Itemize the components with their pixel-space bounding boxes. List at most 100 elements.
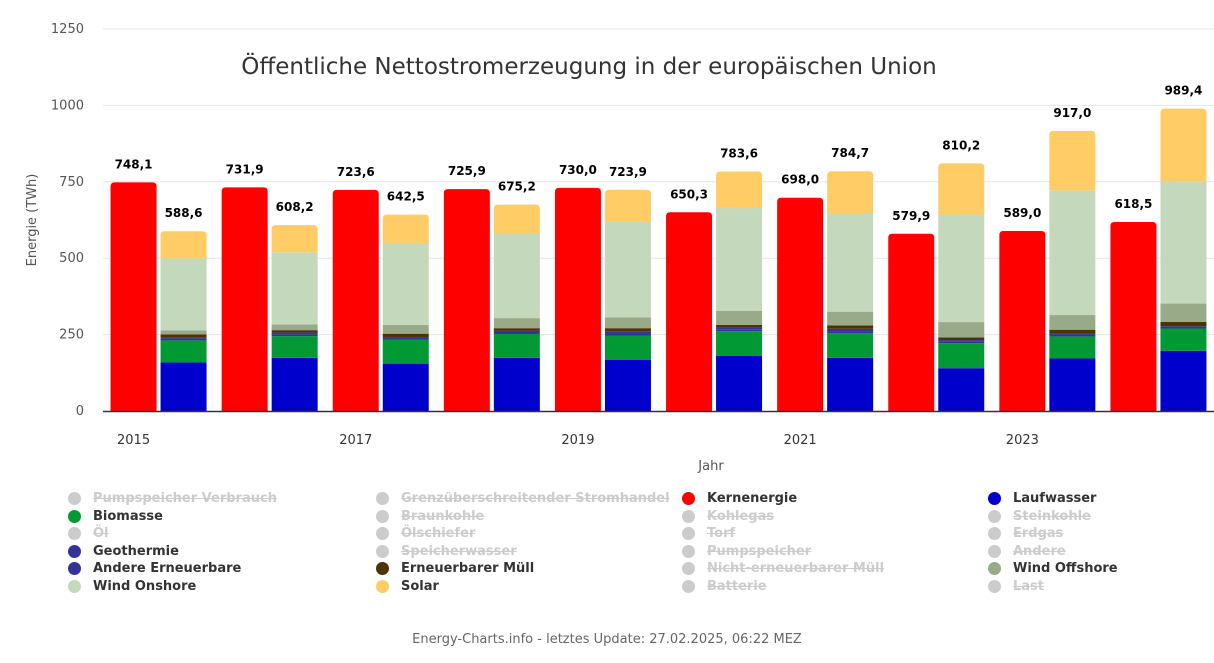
bar-segment-wind-onshore[interactable] <box>1160 181 1207 304</box>
bar-segment-erneuerbarer-m-ll[interactable] <box>1049 329 1096 334</box>
bar-segment-biomasse[interactable] <box>1049 336 1096 359</box>
legend-item-pumpspeicher-verbrauch[interactable]: Pumpspeicher Verbrauch <box>68 490 376 508</box>
bar-segment-geothermie[interactable] <box>716 329 763 332</box>
bar-segment-biomasse[interactable] <box>493 333 540 358</box>
bar-segment-kernenergie[interactable] <box>221 187 268 411</box>
legend-item-last[interactable]: Last <box>988 578 1208 596</box>
bar-segment-erneuerbarer-m-ll[interactable] <box>271 330 318 333</box>
bar-segment-solar[interactable] <box>1160 108 1207 182</box>
bar-segment-solar[interactable] <box>1049 130 1096 191</box>
bar-segment-wind-onshore[interactable] <box>827 212 874 312</box>
bar-segment-wind-offshore[interactable] <box>938 322 985 338</box>
bar-segment-laufwasser[interactable] <box>604 359 651 411</box>
bar-segment-andere-erneuerbare[interactable] <box>604 331 651 334</box>
legend-item-erdgas[interactable]: Erdgas <box>988 525 1208 543</box>
bar-segment-solar[interactable] <box>382 214 429 244</box>
bar-segment-erneuerbarer-m-ll[interactable] <box>1160 321 1207 327</box>
bar-segment-laufwasser[interactable] <box>160 362 207 411</box>
bar-segment-biomasse[interactable] <box>160 340 207 363</box>
bar-segment-geothermie[interactable] <box>604 333 651 336</box>
legend-item-steinkohle[interactable]: Steinkohle <box>988 508 1208 526</box>
legend-item-grenzüberschreitender-stromhandel[interactable]: Grenzüberschreitender Stromhandel <box>376 490 682 508</box>
bar-segment-geothermie[interactable] <box>1049 334 1096 337</box>
legend-item-erneuerbarer-müll[interactable]: Erneuerbarer Müll <box>376 560 682 578</box>
legend-item-ölschiefer[interactable]: Ölschiefer <box>376 525 682 543</box>
bar-segment-wind-offshore[interactable] <box>382 324 429 334</box>
bar-segment-wind-offshore[interactable] <box>604 317 651 329</box>
bar-segment-laufwasser[interactable] <box>493 357 540 411</box>
bar-segment-kernenergie[interactable] <box>332 189 379 411</box>
bar-segment-kernenergie[interactable] <box>666 212 713 411</box>
legend-item-torf[interactable]: Torf <box>682 525 988 543</box>
bar-segment-geothermie[interactable] <box>1160 326 1207 329</box>
bar-segment-wind-onshore[interactable] <box>716 208 763 311</box>
bar-segment-wind-offshore[interactable] <box>827 311 874 326</box>
bar-segment-erneuerbarer-m-ll[interactable] <box>160 334 207 338</box>
bar-segment-erneuerbarer-m-ll[interactable] <box>604 328 651 332</box>
bar-segment-andere-erneuerbare[interactable] <box>1049 333 1096 335</box>
legend-item-solar[interactable]: Solar <box>376 578 682 596</box>
bar-segment-wind-onshore[interactable] <box>938 214 985 323</box>
legend-item-biomasse[interactable]: Biomasse <box>68 508 376 526</box>
bar-segment-erneuerbarer-m-ll[interactable] <box>382 333 429 338</box>
bar-segment-wind-onshore[interactable] <box>1049 190 1096 316</box>
bar-segment-biomasse[interactable] <box>938 343 985 369</box>
bar-segment-biomasse[interactable] <box>604 335 651 360</box>
legend-item-nicht-erneuerbarer-müll[interactable]: Nicht-erneuerbarer Müll <box>682 560 988 578</box>
bar-segment-laufwasser[interactable] <box>1160 350 1207 411</box>
legend-item-andere[interactable]: Andere <box>988 543 1208 561</box>
bar-segment-kernenergie[interactable] <box>1110 221 1157 411</box>
bar-segment-geothermie[interactable] <box>493 332 540 334</box>
bar-segment-erneuerbarer-m-ll[interactable] <box>827 325 874 329</box>
legend-item-laufwasser[interactable]: Laufwasser <box>988 490 1208 508</box>
bar-segment-wind-offshore[interactable] <box>1049 315 1096 330</box>
bar-segment-solar[interactable] <box>160 231 207 259</box>
legend-item-batterie[interactable]: Batterie <box>682 578 988 596</box>
bar-segment-laufwasser[interactable] <box>1049 358 1096 411</box>
bar-segment-wind-offshore[interactable] <box>716 310 763 325</box>
bar-segment-kernenergie[interactable] <box>110 182 157 411</box>
bar-segment-erneuerbarer-m-ll[interactable] <box>938 337 985 341</box>
bar-segment-erneuerbarer-m-ll[interactable] <box>493 328 540 331</box>
bar-segment-wind-offshore[interactable] <box>1160 303 1207 322</box>
bar-segment-wind-onshore[interactable] <box>604 221 651 318</box>
bar-segment-wind-offshore[interactable] <box>160 330 207 335</box>
bar-segment-kernenergie[interactable] <box>888 233 935 411</box>
bar-segment-andere-erneuerbare[interactable] <box>716 327 763 330</box>
bar-segment-solar[interactable] <box>493 204 540 234</box>
bar-segment-solar[interactable] <box>716 171 763 209</box>
bar-segment-kernenergie[interactable] <box>554 187 601 411</box>
bar-segment-kernenergie[interactable] <box>999 231 1046 411</box>
bar-segment-geothermie[interactable] <box>160 338 207 341</box>
bar-segment-wind-offshore[interactable] <box>493 318 540 329</box>
bar-segment-laufwasser[interactable] <box>716 355 763 411</box>
bar-segment-wind-onshore[interactable] <box>160 258 207 331</box>
bar-segment-laufwasser[interactable] <box>271 357 318 411</box>
legend-item-kohlegas[interactable]: Kohlegas <box>682 508 988 526</box>
bar-segment-solar[interactable] <box>938 163 985 215</box>
bar-segment-andere-erneuerbare[interactable] <box>160 337 207 339</box>
bar-segment-wind-onshore[interactable] <box>271 252 318 325</box>
legend-item-wind-offshore[interactable]: Wind Offshore <box>988 560 1208 578</box>
legend-item-pumpspeicher[interactable]: Pumpspeicher <box>682 543 988 561</box>
bar-segment-biomasse[interactable] <box>382 339 429 364</box>
legend-item-andere-erneuerbare[interactable]: Andere Erneuerbare <box>68 560 376 578</box>
legend-item-speicherwasser[interactable]: Speicherwasser <box>376 543 682 561</box>
bar-segment-laufwasser[interactable] <box>382 363 429 411</box>
bar-segment-solar[interactable] <box>604 189 651 222</box>
bar-segment-kernenergie[interactable] <box>777 197 824 411</box>
legend-item-braunkohle[interactable]: Braunkohle <box>376 508 682 526</box>
bar-segment-biomasse[interactable] <box>827 333 874 358</box>
bar-segment-andere-erneuerbare[interactable] <box>493 330 540 333</box>
bar-segment-laufwasser[interactable] <box>938 368 985 411</box>
bar-segment-geothermie[interactable] <box>382 337 429 340</box>
bar-segment-biomasse[interactable] <box>271 336 318 358</box>
bar-segment-erneuerbarer-m-ll[interactable] <box>716 324 763 328</box>
legend-item-geothermie[interactable]: Geothermie <box>68 543 376 561</box>
bar-segment-biomasse[interactable] <box>1160 328 1207 351</box>
bar-segment-geothermie[interactable] <box>271 334 318 337</box>
bar-segment-wind-onshore[interactable] <box>382 243 429 325</box>
bar-segment-solar[interactable] <box>271 225 318 253</box>
bar-segment-wind-offshore[interactable] <box>271 324 318 331</box>
bar-segment-geothermie[interactable] <box>827 331 874 334</box>
